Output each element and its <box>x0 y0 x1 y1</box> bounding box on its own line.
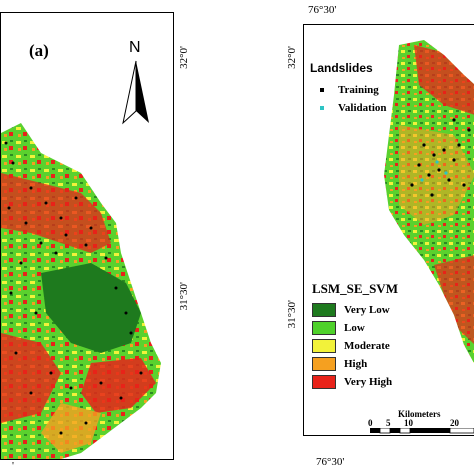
legend-label-moderate: Moderate <box>344 340 390 352</box>
scale-tick-20: 20 <box>450 418 459 428</box>
legend-label-validation: Validation <box>338 102 387 114</box>
legend-label-training: Training <box>338 84 379 96</box>
left-susceptibility-map <box>1 123 161 459</box>
validation-dot-icon <box>320 106 324 110</box>
legend-item-training: Training <box>310 81 420 99</box>
right-susceptibility-map <box>384 40 474 365</box>
landslides-legend: Landslides Training Validation <box>310 61 420 117</box>
scale-bar: Kilometers 0 5 10 20 <box>368 409 474 435</box>
panel-label-a: (a) <box>29 41 49 60</box>
legend-item-moderate: Moderate <box>312 337 432 355</box>
legend-label-low: Low <box>344 322 365 334</box>
left-map-panel: (a) N <box>0 12 174 460</box>
legend-item-very-high: Very High <box>312 373 432 391</box>
right-lon-top: 76°30' <box>308 4 337 16</box>
susceptibility-legend: LSM_SE_SVM Very Low Low Moderate High Ve… <box>312 281 432 391</box>
landslides-legend-title: Landslides <box>310 61 373 75</box>
training-dot-icon <box>320 88 324 92</box>
swatch-high <box>312 357 336 371</box>
legend-item-validation: Validation <box>310 99 420 117</box>
scale-tick-5: 5 <box>386 418 391 428</box>
legend-item-low: Low <box>312 319 432 337</box>
north-label: N <box>129 39 141 56</box>
legend-label-very-high: Very High <box>344 376 393 388</box>
left-lat-mid: 31°30' <box>178 282 190 311</box>
right-lon-bottom: 76°30' <box>316 456 345 468</box>
left-bottom-partial: ' <box>12 460 14 472</box>
swatch-very-low <box>312 303 336 317</box>
left-lat-top: 32°0' <box>178 46 190 69</box>
legend-item-high: High <box>312 355 432 373</box>
scale-bar-graphic <box>370 428 474 434</box>
north-arrow-icon <box>122 60 149 125</box>
susceptibility-legend-title: LSM_SE_SVM <box>312 281 398 296</box>
scale-tick-10: 10 <box>404 418 413 428</box>
right-lat-mid: 31°30' <box>286 300 298 329</box>
swatch-low <box>312 321 336 335</box>
swatch-moderate <box>312 339 336 353</box>
legend-label-high: High <box>344 358 368 370</box>
swatch-very-high <box>312 375 336 389</box>
right-map-panel: Landslides Training Validation LSM_SE_SV… <box>303 24 474 436</box>
legend-label-very-low: Very Low <box>344 304 390 316</box>
scale-bar-unit: Kilometers <box>398 409 441 419</box>
north-arrow: N <box>119 39 153 129</box>
legend-item-very-low: Very Low <box>312 301 432 319</box>
scale-tick-0: 0 <box>368 418 373 428</box>
right-lat-top: 32°0' <box>286 46 298 69</box>
